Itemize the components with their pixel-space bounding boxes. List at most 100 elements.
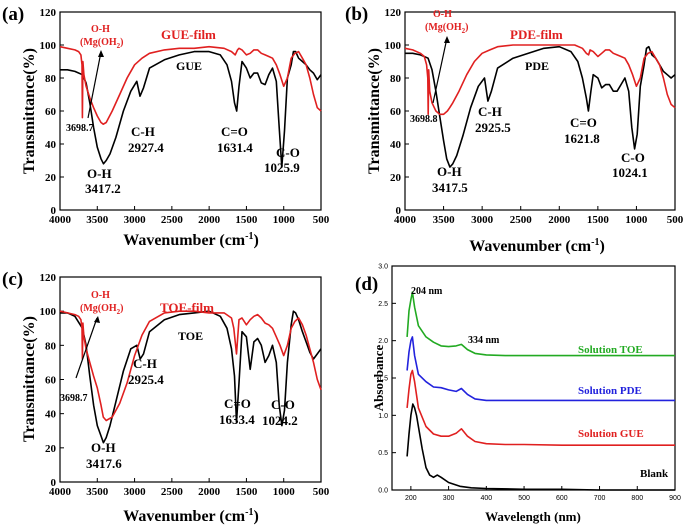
peak-label-co-a: C-O — [276, 145, 300, 160]
y-tick-label: 0 — [51, 205, 57, 217]
x-tick-label: 2000 — [198, 486, 221, 498]
annotation-arrow-b — [432, 37, 448, 104]
peak-label-ch-c: C-H — [133, 356, 157, 371]
y-axis-label-d: Absorbance — [371, 345, 386, 412]
x-tick-label: 4000 — [394, 214, 417, 226]
x-tick-label: 2500 — [161, 214, 184, 226]
peak-label-co-dbl-a: C=O — [221, 124, 248, 139]
peak-label-ch-b: C-H — [478, 104, 502, 119]
legend-sample-c: TOE — [178, 329, 203, 343]
peak-label-co-dbl-c: C=O — [224, 396, 251, 411]
x-tick-label: 4000 — [49, 214, 72, 226]
x-tick-label: 2000 — [548, 214, 571, 226]
peak-label-co-b: C-O — [621, 150, 645, 165]
x-tick-label: 2500 — [161, 486, 184, 498]
x-tick-label: 1000 — [273, 214, 296, 226]
annotation-oh-b: O-H — [433, 9, 452, 20]
panel-label-b: (b) — [345, 4, 368, 25]
ticks-d: 200 300 400 500 600 700 800 900 0.0 0.5 1.0 1.5 2.0 2… — [378, 264, 681, 503]
peak-label-co-c: C-O — [271, 397, 295, 412]
y-tick-label: 40 — [390, 139, 402, 151]
panel-a: (a) 4000 3500 3000 2500 2000 1500 1000 50002040… — [2, 4, 330, 249]
y-tick-label: 40 — [45, 409, 57, 421]
x-axis-label-b: Wavenumber (cm-1) — [469, 237, 605, 255]
x-tick-label: 300 — [443, 495, 455, 502]
series-group-c — [59, 310, 322, 444]
peak-value-ch-b: 2925.5 — [475, 120, 511, 135]
legend-sample-b: PDE — [525, 59, 549, 73]
annotation-204nm: 204 nm — [411, 286, 443, 297]
y-axis-label-a: Transmittance(%) — [21, 48, 38, 174]
x-tick-label: 600 — [556, 495, 568, 502]
annotation-mgoh2-a: (Mg(OH2) — [80, 37, 124, 50]
x-tick-label: 1500 — [587, 214, 610, 226]
y-tick-label: 20 — [390, 172, 402, 184]
x-axis-label-c: Wavenumber (cm-1) — [123, 507, 259, 525]
annotation-mgoh2-c: (Mg(OH2) — [80, 303, 124, 316]
series-line-gue-film — [59, 45, 322, 125]
panel-label-c: (c) — [2, 269, 23, 290]
series-line-solution-gue — [406, 369, 675, 447]
ticks-b: 4000 3500 3000 2500 2000 1500 1000 500 0 20 40 60 80… — [385, 7, 684, 226]
ticks-c: 4000 3500 3000 2500 2000 1500 1000 500 0 20 40 60 80… — [40, 272, 330, 498]
x-tick-label: 1000 — [273, 486, 296, 498]
y-tick-label: 1.0 — [378, 413, 388, 420]
annotation-334nm: 334 nm — [468, 335, 500, 346]
y-tick-label: 120 — [385, 7, 402, 19]
peak-label-3698-c: 3698.7 — [60, 393, 88, 404]
peak-value-oh-a: 3417.2 — [85, 181, 121, 196]
x-tick-label: 3000 — [124, 214, 147, 226]
y-tick-label: 0 — [396, 205, 402, 217]
y-tick-label: 0.5 — [378, 450, 388, 457]
legend-blank: Blank — [640, 468, 669, 480]
peak-value-ch-a: 2927.4 — [128, 140, 164, 155]
y-tick-label: 100 — [385, 40, 402, 52]
peak-value-co-dbl-c: 1633.4 — [219, 412, 255, 427]
peak-value-co-dbl-a: 1631.4 — [217, 140, 253, 155]
x-tick-label: 3000 — [471, 214, 494, 226]
y-axis-label-c: Transmittance(%) — [21, 316, 38, 442]
x-tick-label: 400 — [480, 495, 492, 502]
peak-value-co-a: 1025.9 — [264, 160, 300, 175]
legend-film-b: PDE-film — [510, 27, 563, 42]
y-tick-label: 2.5 — [378, 301, 388, 308]
panel-b: (b) 4000 3500 3000 2500 2000 1500 1000 50002040… — [345, 4, 684, 255]
series-line-gue — [60, 50, 322, 168]
x-tick-label: 3500 — [86, 214, 109, 226]
series-line-solution-pde — [406, 336, 675, 402]
x-tick-label: 1500 — [235, 214, 258, 226]
series-line-solution-toe — [406, 291, 675, 357]
annotation-arrow-c — [75, 317, 98, 379]
y-tick-label: 3.0 — [378, 264, 388, 271]
y-tick-label: 20 — [45, 443, 57, 455]
x-tick-label: 3000 — [124, 486, 147, 498]
x-tick-label: 4000 — [49, 486, 72, 498]
series-group-d — [406, 291, 675, 491]
x-tick-label: 1000 — [625, 214, 648, 226]
y-tick-label: 0 — [51, 477, 57, 489]
y-tick-label: 80 — [45, 340, 57, 352]
legend-film-a: GUE-film — [161, 27, 216, 42]
x-axis-label-d: Wavelength (nm) — [485, 509, 581, 524]
y-tick-label: 60 — [390, 106, 402, 118]
y-tick-label: 60 — [45, 106, 57, 118]
x-tick-label: 2500 — [510, 214, 533, 226]
y-tick-label: 2.0 — [378, 338, 388, 345]
y-tick-label: 100 — [40, 306, 57, 318]
peak-label-3698-b: 3698.8 — [410, 114, 438, 125]
annotation-oh-c: O-H — [91, 290, 110, 301]
legend-solution-gue: Solution GUE — [578, 428, 644, 440]
x-tick-label: 2000 — [198, 214, 221, 226]
annotation-arrow-a — [87, 51, 102, 119]
y-tick-label: 0.0 — [378, 488, 388, 495]
peak-label-oh-c: O-H — [91, 440, 116, 455]
peak-value-co-b: 1024.1 — [612, 165, 648, 180]
y-tick-label: 80 — [45, 73, 57, 85]
peak-label-co-dbl-b: C=O — [570, 115, 597, 130]
plot-frame-d — [391, 265, 676, 491]
y-tick-label: 20 — [45, 172, 57, 184]
panel-c: (c) 4000 3500 3000 2500 2000 1500 1000 50002040… — [2, 269, 330, 525]
panel-d: (d) 200 300 400 500 600 700 800 900 0.0 0.5 1.0 1.5… — [355, 264, 681, 525]
x-tick-label: 200 — [405, 495, 417, 502]
